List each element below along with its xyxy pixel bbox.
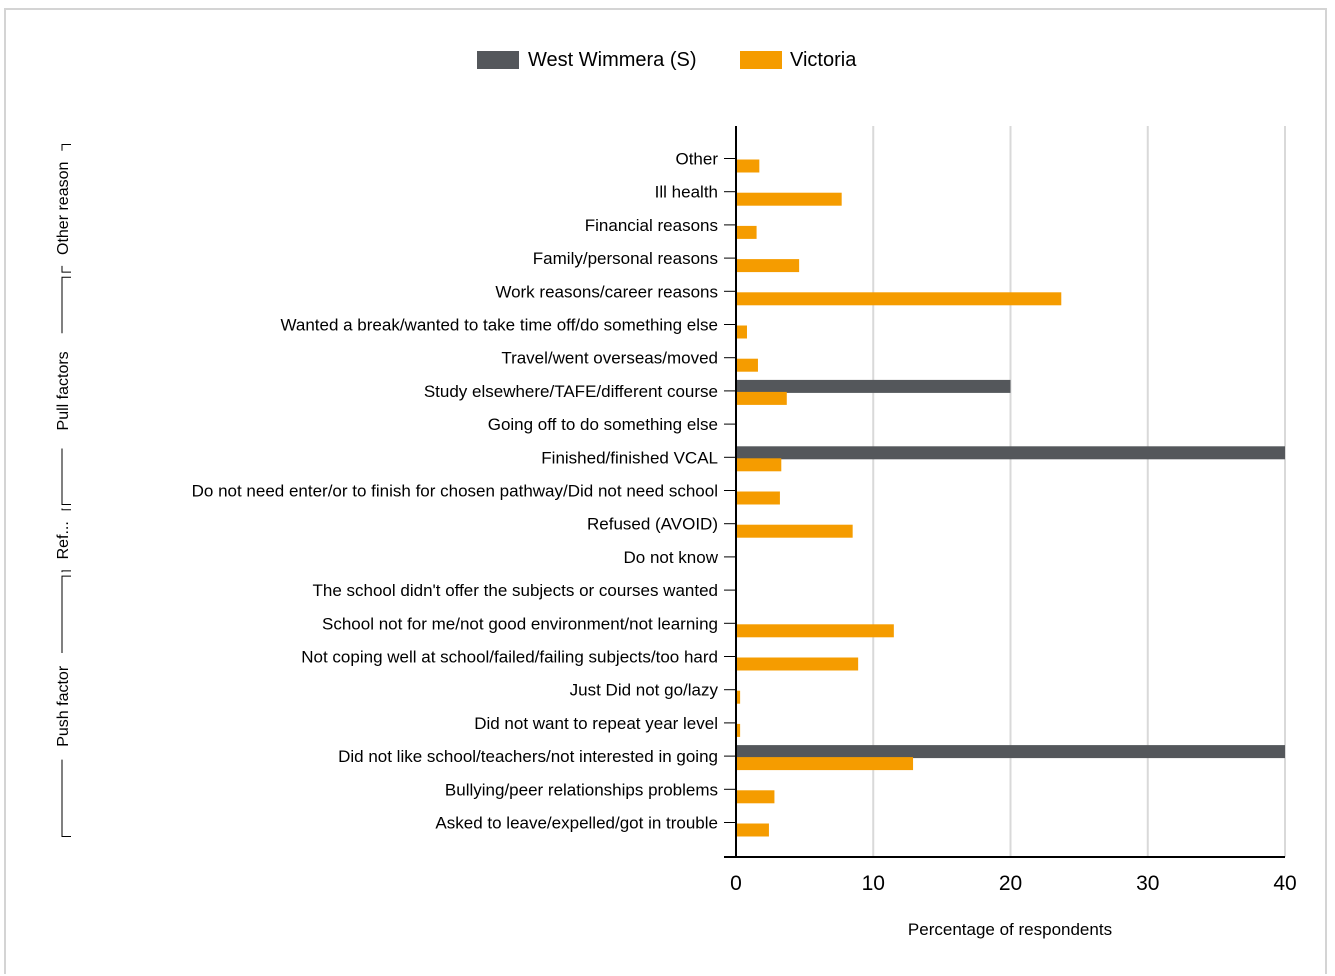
x-tick-label: 30 — [1136, 872, 1159, 895]
x-tick-label: 20 — [999, 872, 1022, 895]
legend-label-2: Victoria — [790, 49, 857, 71]
group-2: Pull factors — [55, 276, 72, 505]
bar-west-wimmera — [736, 446, 1285, 460]
bar-west-wimmera — [736, 379, 1011, 393]
category-label: Work reasons/career reasons — [495, 282, 718, 301]
bar-victoria — [736, 624, 894, 638]
bar-west-wimmera — [736, 745, 1285, 759]
bar-victoria — [736, 458, 782, 472]
legend-swatch-1 — [477, 51, 519, 69]
bar-victoria — [736, 325, 747, 339]
category-label: Travel/went overseas/moved — [501, 349, 718, 368]
category-label: Did not want to repeat year level — [474, 714, 718, 733]
group-bracket — [61, 144, 71, 151]
bar-victoria — [736, 491, 780, 505]
bar-victoria — [736, 723, 741, 737]
category-groups: Other reason Pull factors Ref... Push facto… — [55, 144, 72, 837]
category-label: Just Did not go/lazy — [570, 681, 719, 700]
group-bracket — [61, 508, 71, 511]
category-label: Ill health — [655, 183, 718, 202]
bar-victoria — [736, 524, 853, 538]
category-label: Do not need enter/or to finish for chose… — [192, 482, 718, 501]
category-label: Asked to leave/expelled/got in trouble — [435, 814, 718, 833]
group-bracket — [61, 265, 71, 273]
category-label: Finished/finished VCAL — [541, 448, 718, 467]
group-bracket — [61, 448, 71, 505]
x-tick-label: 40 — [1273, 872, 1296, 895]
category-label: Study elsewhere/TAFE/different course — [424, 382, 718, 401]
category-label: Did not like school/teachers/not interes… — [338, 747, 718, 766]
group-1: Other reason — [55, 144, 72, 273]
group-bracket — [61, 575, 71, 653]
chart-frame — [4, 8, 1327, 974]
x-axis-title: Percentage of respondents — [908, 920, 1112, 939]
category-label: Refused (AVOID) — [587, 515, 718, 534]
legend-swatch-2 — [740, 51, 782, 69]
category-label: Financial reasons — [585, 216, 718, 235]
bar-victoria — [736, 358, 758, 372]
category-label: Going off to do something else — [488, 415, 718, 434]
legend-label-1: West Wimmera (S) — [528, 49, 697, 71]
bar-victoria — [736, 690, 741, 704]
bar-victoria — [736, 757, 914, 771]
category-label: Do not know — [624, 548, 719, 567]
group-4: Push factor — [55, 575, 72, 837]
category-label: Family/personal reasons — [533, 249, 718, 268]
bar-victoria — [736, 225, 757, 239]
x-tick-label: 10 — [862, 872, 885, 895]
bar-victoria — [736, 790, 775, 804]
group-label: Other reason — [55, 162, 72, 255]
group-3: Ref... — [55, 508, 72, 573]
group-bracket — [61, 570, 71, 573]
group-label: Push factor — [55, 665, 72, 747]
category-label: The school didn't offer the subjects or … — [313, 581, 719, 600]
x-tick-label: 0 — [730, 872, 742, 895]
category-label: Other — [675, 150, 718, 169]
group-label: Pull factors — [55, 351, 72, 430]
category-labels: Other Ill health Financial reasons Family/p… — [192, 150, 736, 833]
legend: West Wimmera (S) Victoria — [477, 49, 857, 71]
category-label: Bullying/peer relationships problems — [445, 780, 718, 799]
group-bracket — [61, 759, 71, 837]
bars — [736, 159, 1285, 837]
category-label: Not coping well at school/failed/failing… — [301, 648, 718, 667]
gridlines — [872, 126, 1286, 857]
bar-victoria — [736, 292, 1062, 306]
axes: 0 10 20 30 40 — [724, 126, 1297, 895]
bar-victoria — [736, 391, 787, 405]
group-bracket — [61, 276, 71, 334]
group-label: Ref... — [55, 521, 72, 559]
category-label: Wanted a break/wanted to take time off/d… — [280, 316, 718, 335]
bar-victoria — [736, 657, 859, 671]
category-label: School not for me/not good environment/n… — [322, 614, 718, 633]
bar-victoria — [736, 192, 842, 206]
bar-victoria — [736, 259, 800, 273]
bar-victoria — [736, 823, 769, 837]
bar-victoria — [736, 159, 760, 173]
